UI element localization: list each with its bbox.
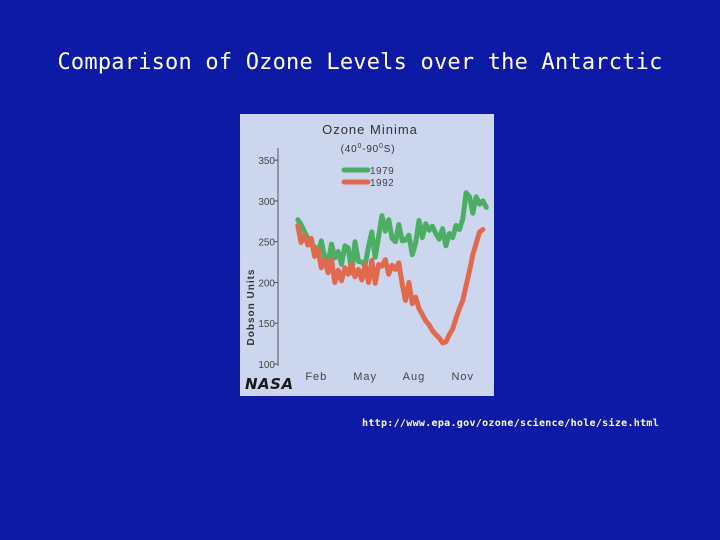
y-tick-label: 200 — [258, 278, 275, 289]
subtitle-degree-1: 0 — [357, 143, 362, 150]
x-ticks: Feb May Aug Nov — [305, 371, 474, 383]
ozone-chart: Ozone Minima (400-900S) Dobson Units 100… — [240, 114, 494, 396]
series-layer — [295, 190, 489, 346]
chart-title: Ozone Minima — [322, 122, 418, 137]
y-tick-label: 350 — [258, 156, 275, 167]
y-tick-label: 150 — [258, 319, 275, 330]
y-tick-label: 100 — [258, 360, 275, 371]
y-tick-label: 250 — [258, 238, 275, 249]
subtitle-prefix: (40 — [341, 144, 358, 155]
y-ticks: 100 150 200 250 300 350 — [258, 156, 278, 371]
nasa-logo: NASA — [245, 375, 294, 393]
x-tick-label: Aug — [403, 371, 426, 383]
x-tick-label: Nov — [451, 371, 474, 383]
y-axis-label: Dobson Units — [246, 269, 257, 346]
x-tick-label: Feb — [305, 371, 327, 383]
slide-title: Comparison of Ozone Levels over the Anta… — [57, 50, 663, 75]
chart-canvas: Ozone Minima (400-900S) Dobson Units 100… — [240, 114, 494, 396]
chart-subtitle: (400-900S) — [341, 143, 396, 155]
legend-label-1979: 1979 — [370, 166, 394, 177]
subtitle-mid: -90 — [362, 144, 379, 155]
series-line-1979 — [295, 190, 489, 276]
legend-label-1992: 1992 — [370, 178, 394, 189]
x-tick-label: May — [353, 371, 377, 383]
source-link[interactable]: http://www.epa.gov/ozone/science/hole/si… — [362, 418, 660, 429]
y-tick-label: 300 — [258, 197, 275, 208]
subtitle-suffix: S) — [384, 144, 396, 155]
nasa-logo-text: NASA — [245, 375, 294, 393]
series-line-1992 — [295, 222, 486, 346]
subtitle-degree-2: 0 — [379, 143, 384, 150]
